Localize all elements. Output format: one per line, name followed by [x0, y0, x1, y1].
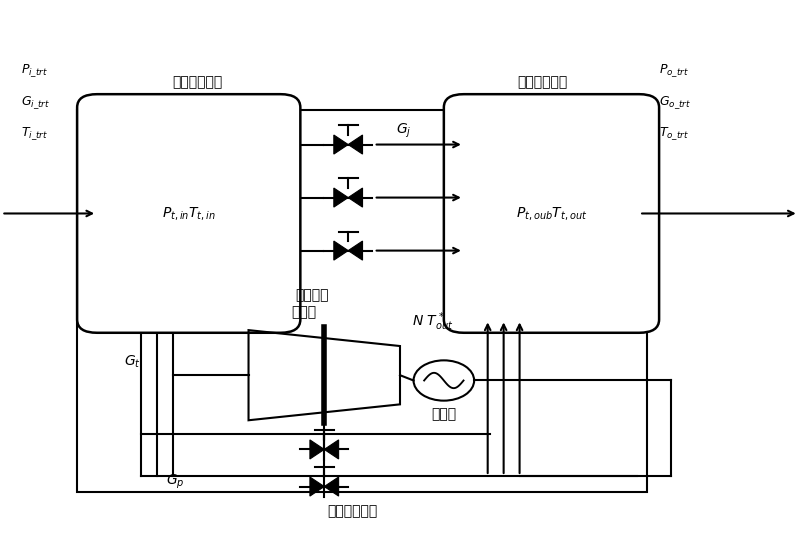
Polygon shape	[348, 135, 362, 154]
Polygon shape	[348, 188, 362, 207]
Text: $N\ T_{out}^*$: $N\ T_{out}^*$	[412, 310, 454, 333]
Text: 减压阀组: 减压阀组	[295, 288, 329, 302]
Text: 快开旁通阀组: 快开旁通阀组	[327, 504, 378, 519]
Polygon shape	[310, 440, 324, 459]
Text: $P_{t,in}T_{t,in}$: $P_{t,in}T_{t,in}$	[162, 205, 216, 222]
Polygon shape	[348, 241, 362, 260]
Text: 出口压力容器: 出口压力容器	[518, 75, 568, 89]
Polygon shape	[324, 440, 338, 459]
Text: 发电机: 发电机	[431, 407, 457, 421]
FancyBboxPatch shape	[77, 94, 300, 333]
Text: $P_{i\_trt}$: $P_{i\_trt}$	[22, 62, 48, 79]
Polygon shape	[324, 477, 338, 496]
Text: $G_{o\_trt}$: $G_{o\_trt}$	[659, 94, 691, 110]
Text: $P_{t,oub}T_{t,out}$: $P_{t,oub}T_{t,out}$	[516, 205, 587, 222]
Text: $G_t$: $G_t$	[124, 354, 141, 370]
Polygon shape	[334, 188, 348, 207]
Text: $G_p$: $G_p$	[166, 473, 185, 491]
Text: $T_{o\_trt}$: $T_{o\_trt}$	[659, 126, 689, 142]
FancyBboxPatch shape	[444, 94, 659, 333]
Text: $G_j$: $G_j$	[396, 122, 411, 140]
Polygon shape	[334, 241, 348, 260]
Polygon shape	[334, 135, 348, 154]
Text: 进口压力容器: 进口压力容器	[173, 75, 223, 89]
Polygon shape	[310, 477, 324, 496]
Text: $T_{i\_trt}$: $T_{i\_trt}$	[22, 126, 49, 142]
Text: $G_{i\_trt}$: $G_{i\_trt}$	[22, 94, 50, 110]
Text: 透平机: 透平机	[292, 305, 317, 319]
Text: $P_{o\_trt}$: $P_{o\_trt}$	[659, 62, 689, 79]
